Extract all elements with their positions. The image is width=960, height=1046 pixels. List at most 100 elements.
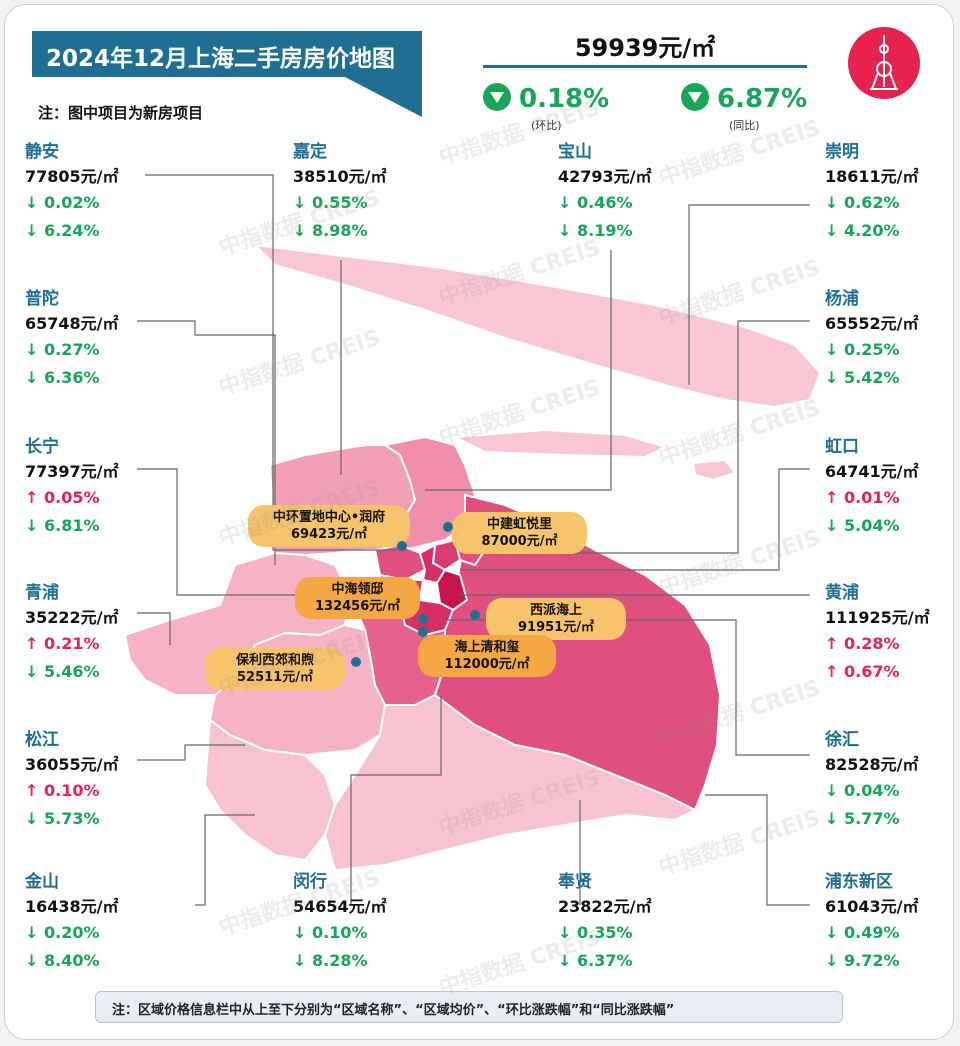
district-changning: 长宁 77397元/㎡ ↑ 0.05% ↓ 6.81% [25,432,160,544]
project-label: 中建虹悦里 87000元/㎡ [452,512,587,554]
district-yoy: ↓ 8.19% [558,221,633,240]
district-name: 崇明 [825,142,859,162]
district-yoy: ↓ 8.40% [25,951,100,970]
project-label: 中环置地中心•润府 69423元/㎡ [248,505,410,547]
district-price: 61043元/㎡ [825,897,919,916]
district-price: 65748元/㎡ [25,314,119,333]
district-yoy: ↓ 6.24% [25,221,100,240]
project-label: 保利西郊和煦 52511元/㎡ [205,648,345,690]
district-yoy: ↑ 0.67% [825,662,900,681]
district-mom: ↓ 0.62% [825,193,900,212]
district-minhang: 闵行 54654元/㎡ ↓ 0.10% ↓ 8.28% [293,867,428,979]
district-yoy: ↓ 4.20% [825,221,900,240]
district-qingpu: 青浦 35222元/㎡ ↑ 0.21% ↓ 5.46% [25,578,160,690]
district-huangpu: 黄浦 111925元/㎡ ↑ 0.28% ↑ 0.67% [825,578,953,690]
district-mom: ↓ 0.46% [558,193,633,212]
district-name: 宝山 [558,142,592,162]
district-price: 18611元/㎡ [825,167,919,186]
project-label: 西派海上 91951元/㎡ [486,598,626,640]
leader-jingan [145,174,405,551]
district-chongming: 崇明 18611元/㎡ ↓ 0.62% ↓ 4.20% [825,137,953,249]
district-name: 青浦 [25,583,59,603]
map-region-fengxian [323,693,698,872]
district-yoy: ↓ 5.77% [825,809,900,828]
project-label: 中海领邸 132456元/㎡ [295,577,420,619]
overall-yoy-caption: (同比) [729,119,760,132]
district-yoy: ↓ 5.42% [825,368,900,387]
district-mom: ↓ 0.02% [25,193,100,212]
district-name: 闵行 [293,872,327,892]
district-mom: ↓ 0.35% [558,923,633,942]
district-name: 松江 [25,730,59,750]
infographic-frame: 中指数据 CREIS 中指数据 CREIS 中指数据 CREIS 中指数据 CR… [4,4,954,1040]
district-name: 奉贤 [558,872,592,892]
overall-average-price: 59939元/㎡ [574,34,716,62]
district-price: 16438元/㎡ [25,897,119,916]
district-name: 虹口 [825,437,859,457]
district-xuhui: 徐汇 82528元/㎡ ↓ 0.04% ↓ 5.77% [825,725,953,837]
map-region-hengsha [691,458,737,482]
district-price: 64741元/㎡ [825,462,919,481]
overall-mom: 0.18% [483,83,609,114]
district-yoy: ↓ 5.04% [825,516,900,535]
down-triangle-icon [681,83,709,111]
district-mom: ↑ 0.21% [25,634,100,653]
district-price: 77397元/㎡ [25,462,119,481]
district-mom: ↓ 0.20% [25,923,100,942]
logo-badge [848,27,920,99]
district-price: 111925元/㎡ [825,608,930,627]
district-price: 36055元/㎡ [25,755,119,774]
district-mom: ↓ 0.25% [825,340,900,359]
leader-minhang [350,695,442,905]
district-yangpu: 杨浦 65552元/㎡ ↓ 0.25% ↓ 5.42% [825,284,953,396]
project-marker [418,614,428,624]
leader-putuo [137,320,276,565]
leader-jinshan [195,814,255,906]
district-jinshan: 金山 16438元/㎡ ↓ 0.20% ↓ 8.40% [25,867,160,979]
leader-yangpu [475,320,810,554]
district-price: 42793元/㎡ [558,167,652,186]
district-yoy: ↓ 6.36% [25,368,100,387]
project-marker [443,522,453,532]
district-yoy: ↓ 6.37% [558,951,633,970]
district-price: 65552元/㎡ [825,314,919,333]
leader-qingpu [137,612,171,645]
district-name: 浦东新区 [825,872,893,892]
district-price: 38510元/㎡ [293,167,387,186]
district-jiading: 嘉定 38510元/㎡ ↓ 0.55% ↓ 8.98% [293,137,428,249]
map-region-chongming [252,243,822,409]
leader-chongming [688,204,810,385]
district-mom: ↑ 0.01% [825,488,900,507]
district-hongkou: 虹口 64741元/㎡ ↑ 0.01% ↓ 5.04% [825,432,953,544]
down-triangle-icon [483,83,511,111]
district-baoshan: 宝山 42793元/㎡ ↓ 0.46% ↓ 8.19% [558,137,693,249]
header-note: 注：图中项目为新房项目 [38,104,204,122]
leader-changning [137,468,385,596]
district-mom: ↑ 0.05% [25,488,100,507]
district-yoy: ↓ 6.81% [25,516,100,535]
district-yoy: ↓ 5.46% [25,662,100,681]
district-jingan: 静安 77805元/㎡ ↓ 0.02% ↓ 6.24% [25,137,160,249]
district-songjiang: 松江 36055元/㎡ ↑ 0.10% ↓ 5.73% [25,725,160,837]
overall-mom-caption: (环比) [531,119,562,132]
district-yoy: ↓ 8.28% [293,951,368,970]
overall-divider [483,65,807,68]
district-yoy: ↓ 9.72% [825,951,900,970]
project-marker [470,610,480,620]
district-price: 77805元/㎡ [25,167,119,186]
district-mom: ↓ 0.49% [825,923,900,942]
overall-yoy: 6.87% [681,83,807,114]
district-name: 嘉定 [293,142,327,162]
district-name: 静安 [25,142,59,162]
district-price: 82528元/㎡ [825,755,919,774]
district-price: 23822元/㎡ [558,897,652,916]
title-banner-flag [345,77,422,117]
district-mom: ↓ 0.27% [25,340,100,359]
district-putuo: 普陀 65748元/㎡ ↓ 0.27% ↓ 6.36% [25,284,160,396]
leader-hongkou [460,468,810,571]
district-mom: ↓ 0.10% [293,923,368,942]
district-name: 徐汇 [825,730,859,750]
district-mom: ↑ 0.28% [825,634,900,653]
district-pudong: 浦东新区 61043元/㎡ ↓ 0.49% ↓ 9.72% [825,867,953,979]
oriental-pearl-tower-icon [870,35,898,90]
